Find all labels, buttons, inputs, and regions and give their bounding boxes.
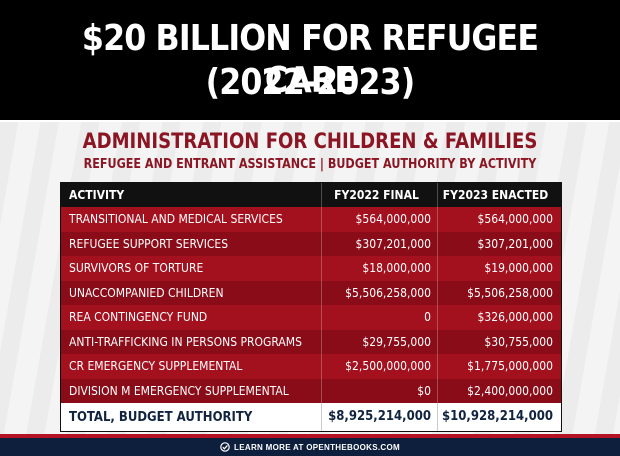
table-row: ANTI-TRAFFICKING IN PERSONS PROGRAMS $29… [61,329,561,354]
column-header-fy2022: FY2022 FINAL [321,183,437,207]
fy2023-cell: $564,000,000 [437,207,561,232]
table-row: SURVIVORS OF TORTURE $18,000,000 $19,000… [61,256,561,281]
column-header-activity: ACTIVITY [69,188,125,202]
budget-table: ACTIVITY FY2022 FINAL FY2023 ENACTED TRA… [60,182,562,432]
table-row: CR EMERGENCY SUPPLEMENTAL $2,500,000,000… [61,354,561,379]
table-row: REA CONTINGENCY FUND 0 $326,000,000 [61,305,561,330]
headline-years: (2022-2023) [205,62,416,103]
fy2023-cell: $2,400,000,000 [437,378,561,403]
fy2022-cell: $564,000,000 [321,207,437,232]
table-row: REFUGEE SUPPORT SERVICES $307,201,000 $3… [61,231,561,256]
total-fy2022: $8,925,214,000 [321,403,437,431]
activity-cell: DIVISION M EMERGENCY SUPPLEMENTAL [69,383,289,398]
fy2023-cell: $1,775,000,000 [437,354,561,379]
fy2022-cell: $2,500,000,000 [321,354,437,379]
footer-banner[interactable]: LEARN MORE AT OPENTHEBOOKS.COM [0,438,620,456]
activity-cell: UNACCOMPANIED CHILDREN [69,285,224,300]
activity-cell: SURVIVORS OF TORTURE [69,261,204,276]
activity-cell: REA CONTINGENCY FUND [69,310,208,325]
table-row: DIVISION M EMERGENCY SUPPLEMENTAL $0 $2,… [61,378,561,403]
fy2023-cell: $19,000,000 [437,256,561,281]
footer-stripe [0,434,620,438]
total-fy2023: $10,928,214,000 [437,403,561,431]
fy2023-cell: $326,000,000 [437,305,561,330]
footer-link-text[interactable]: LEARN MORE AT OPENTHEBOOKS.COM [234,442,400,452]
fy2022-cell: 0 [321,305,437,330]
activity-cell: REFUGEE SUPPORT SERVICES [69,236,229,251]
fy2022-cell: $5,506,258,000 [321,280,437,305]
activity-cell: TRANSITIONAL AND MEDICAL SERVICES [69,212,283,227]
activity-cell: CR EMERGENCY SUPPLEMENTAL [69,359,243,374]
table-header-row: ACTIVITY FY2022 FINAL FY2023 ENACTED [61,183,561,207]
fy2022-cell: $18,000,000 [321,256,437,281]
fy2022-cell: $0 [321,378,437,403]
table-row: TRANSITIONAL AND MEDICAL SERVICES $564,0… [61,207,561,232]
fy2023-cell: $30,755,000 [437,329,561,354]
check-circle-icon [220,442,230,452]
column-header-fy2023: FY2023 ENACTED [437,183,561,207]
headline-title: $20 BILLION FOR REFUGEE CARE [81,18,539,101]
fy2022-cell: $307,201,000 [321,231,437,256]
fy2023-cell: $307,201,000 [437,231,561,256]
fy2022-cell: $29,755,000 [321,329,437,354]
activity-cell: ANTI-TRAFFICKING IN PERSONS PROGRAMS [69,334,302,349]
headline-banner [0,0,620,122]
table-row: UNACCOMPANIED CHILDREN $5,506,258,000 $5… [61,280,561,305]
table-total-row: TOTAL, BUDGET AUTHORITY $8,925,214,000 $… [61,403,561,431]
fy2023-cell: $5,506,258,000 [437,280,561,305]
total-label: TOTAL, BUDGET AUTHORITY [69,409,253,425]
org-title: ADMINISTRATION FOR CHILDREN & FAMILIES [82,129,538,153]
org-subtitle: REFUGEE AND ENTRANT ASSISTANCE | BUDGET … [83,157,537,172]
